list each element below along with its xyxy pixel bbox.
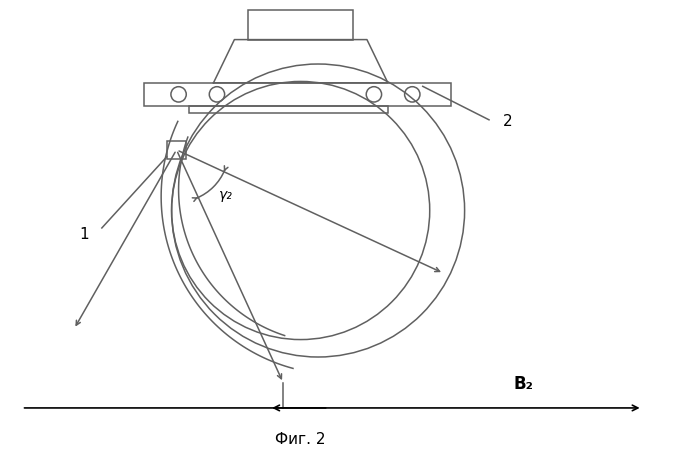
- Text: 2: 2: [503, 113, 512, 129]
- Bar: [248, 11, 353, 40]
- Text: B₂: B₂: [514, 375, 534, 392]
- Bar: [167, 141, 186, 160]
- Bar: [189, 106, 388, 113]
- Text: γ₂: γ₂: [219, 187, 233, 201]
- Text: 1: 1: [80, 227, 89, 242]
- Text: Фиг. 2: Фиг. 2: [275, 431, 326, 446]
- Bar: [144, 84, 451, 106]
